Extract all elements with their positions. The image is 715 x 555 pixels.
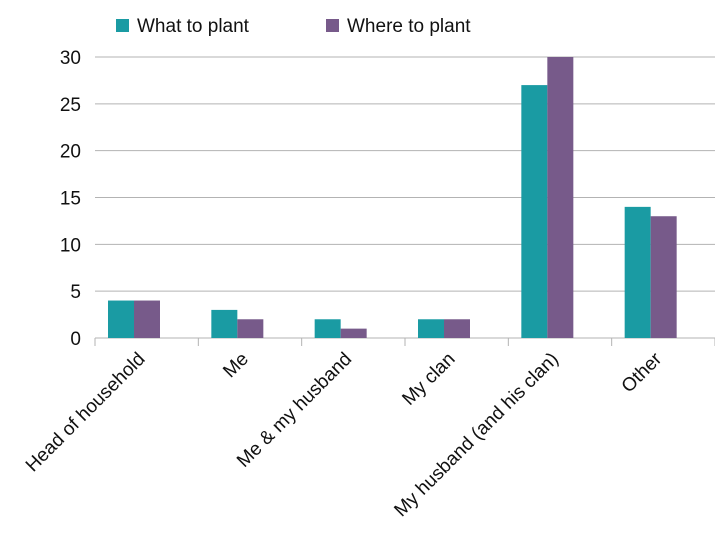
bar-what-to-plant	[108, 300, 134, 338]
y-tick-label: 10	[60, 235, 81, 256]
legend-label: Where to plant	[347, 16, 471, 37]
x-tick-label: Me	[219, 349, 253, 383]
gridlines	[95, 56, 715, 339]
x-tick-label: Me & my husband	[233, 349, 356, 472]
legend-label: What to plant	[137, 16, 250, 37]
bar-where-to-plant	[547, 57, 574, 338]
y-tick-label: 5	[70, 282, 81, 303]
x-tick-label: Other	[618, 348, 667, 397]
bar-what-to-plant	[418, 319, 444, 338]
bar-what-to-plant	[314, 319, 341, 338]
y-tick-label: 20	[60, 142, 81, 163]
legend-swatch	[116, 19, 129, 32]
legend: What to plant Where to plant	[116, 16, 471, 37]
y-tick-label: 30	[60, 48, 81, 69]
bar-where-to-plant	[340, 328, 367, 338]
bar-where-to-plant	[444, 319, 470, 338]
bar-where-to-plant	[650, 216, 677, 338]
bar-what-to-plant	[624, 206, 651, 338]
x-tick-label: My husband (and his clan)	[390, 349, 562, 521]
bars	[108, 57, 677, 338]
x-tick-label: Head of household	[22, 349, 150, 477]
bar-where-to-plant	[134, 300, 160, 338]
legend-swatch	[326, 19, 339, 32]
axes	[94, 338, 715, 346]
bar-what-to-plant	[521, 85, 548, 338]
y-tick-label: 15	[60, 189, 81, 210]
bar-what-to-plant	[211, 309, 238, 338]
y-tick-label: 25	[60, 95, 81, 116]
bar-where-to-plant	[237, 319, 264, 338]
x-tick-label: My clan	[398, 349, 459, 410]
y-tick-label: 0	[70, 329, 81, 350]
